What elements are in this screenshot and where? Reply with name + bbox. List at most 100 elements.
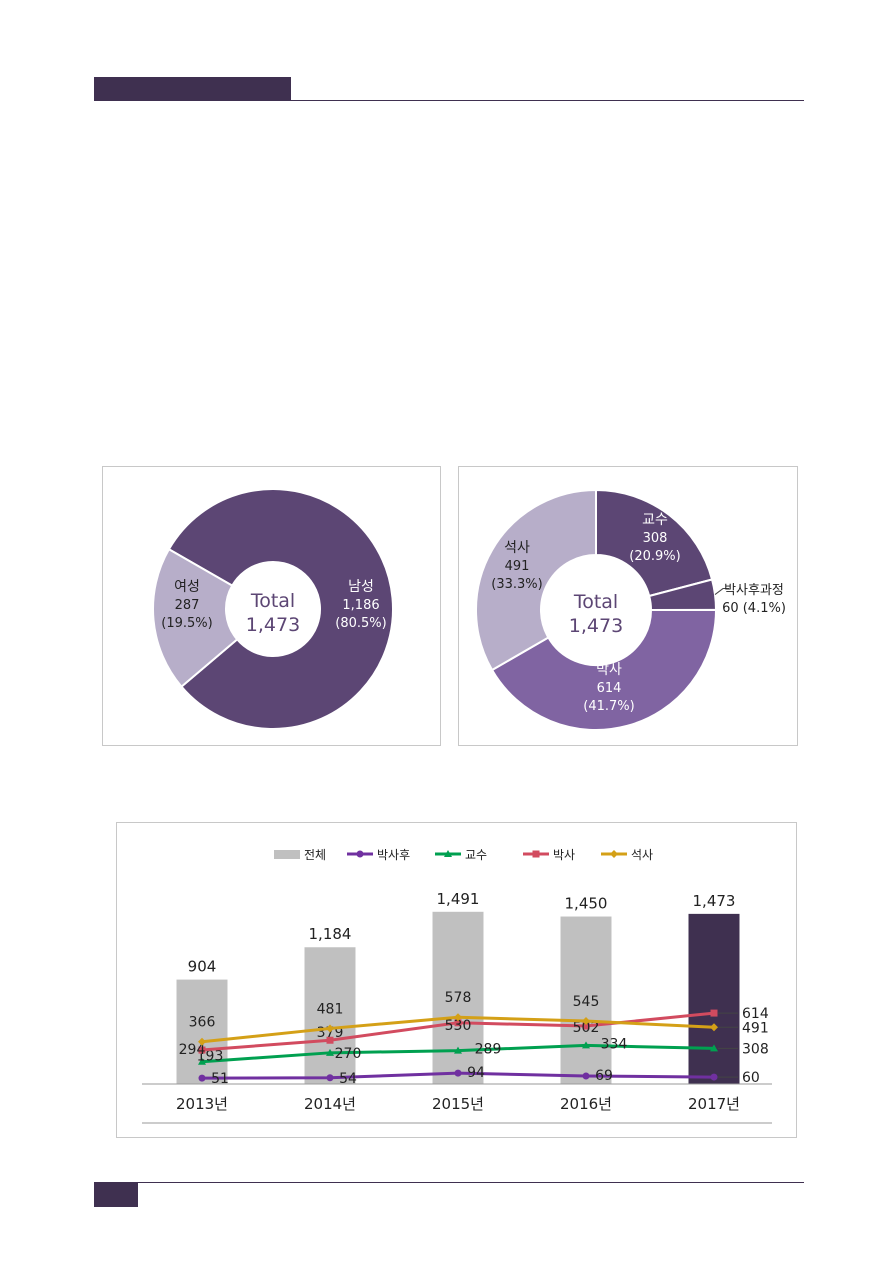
- slice-label-name: 남성: [348, 579, 374, 595]
- slice-label-value: 287: [175, 598, 200, 613]
- data-label: 578: [445, 990, 472, 1006]
- data-label: 308: [742, 1041, 769, 1057]
- footer-rule: [94, 1182, 804, 1183]
- x-tick-label: 2014년: [304, 1095, 356, 1113]
- slice-label-name: 박사: [596, 662, 622, 678]
- series-point: [710, 1023, 718, 1032]
- x-tick-label: 2013년: [176, 1095, 228, 1113]
- legend-marker: [532, 850, 540, 858]
- slice-label-value: 1,186: [342, 598, 379, 613]
- series-point: [198, 1057, 206, 1065]
- slice-label-name: 석사: [504, 540, 530, 556]
- data-label: 366: [189, 1015, 216, 1031]
- series-point: [710, 1009, 718, 1017]
- slice-label-name: 여성: [174, 579, 200, 595]
- position-donut-panel: Total 1,473 교수 308 (20.9%) 박사후과정 60 (4.1%) 박사 61…: [458, 466, 798, 746]
- slice-label-value: 60 (4.1%): [722, 601, 786, 616]
- slice-label-value: 491: [505, 559, 530, 574]
- donut-center-label: Total: [573, 591, 618, 613]
- bar-value-label: 1,184: [309, 925, 352, 943]
- series-point: [198, 1046, 206, 1054]
- x-tick-label: 2016년: [560, 1095, 612, 1113]
- yearly-combo-panel: 전체 박사후 교수 박사 석사 904 1,184 1,491 1,450 1,473 2013년 2…: [116, 822, 797, 1138]
- series-point: [454, 1046, 462, 1054]
- series-point: [582, 1041, 590, 1049]
- x-tick-label: 2017년: [688, 1095, 740, 1113]
- donut-slice: [595, 488, 714, 598]
- legend-marker: [610, 850, 618, 858]
- donut-slice: [490, 608, 718, 731]
- header-rule: [94, 100, 804, 101]
- header-bar: [94, 77, 291, 100]
- data-label: 270: [335, 1046, 362, 1062]
- data-label: 545: [573, 994, 600, 1010]
- donut-center-value: 1,473: [246, 614, 300, 636]
- legend-marker: [356, 850, 364, 858]
- bar-value-label: 1,473: [693, 892, 736, 910]
- series-point: [326, 1048, 334, 1056]
- bar: [688, 913, 740, 1084]
- slice-label-value: 308: [643, 531, 668, 546]
- yearly-combo-chart: 전체 박사후 교수 박사 석사 904 1,184 1,491 1,450 1,473 2013년 2…: [142, 848, 772, 1124]
- donut-slice: [167, 488, 394, 730]
- series-point: [326, 1074, 334, 1082]
- data-label: 69: [595, 1068, 613, 1084]
- data-label: 60: [742, 1070, 760, 1086]
- data-label: 502: [573, 1020, 600, 1036]
- data-label: 94: [467, 1065, 485, 1081]
- series-point: [454, 1013, 462, 1022]
- legend-label: 전체: [304, 848, 326, 862]
- series-point: [326, 1024, 334, 1033]
- data-label: 614: [742, 1006, 769, 1022]
- data-label: 54: [339, 1071, 357, 1087]
- slice-label-value: 614: [597, 681, 622, 696]
- slice-label-percent: (19.5%): [161, 616, 212, 631]
- slice-label-percent: (33.3%): [491, 577, 542, 592]
- donut-slice: [475, 488, 597, 672]
- slice-label-name: 교수: [642, 512, 668, 528]
- donut-center-value: 1,473: [569, 615, 623, 637]
- data-label: 334: [601, 1036, 628, 1052]
- series-point: [326, 1036, 334, 1044]
- bar-value-label: 904: [188, 958, 217, 976]
- legend-swatch: [274, 850, 300, 859]
- series-point: [198, 1037, 206, 1046]
- legend-label: 교수: [465, 848, 487, 862]
- bar-value-label: 1,450: [565, 895, 608, 913]
- slice-label-percent: (41.7%): [583, 699, 634, 714]
- series-point: [582, 1022, 590, 1030]
- legend-marker: [444, 850, 452, 857]
- series-point: [710, 1073, 718, 1081]
- bar: [432, 911, 484, 1084]
- data-label: 294: [179, 1042, 206, 1058]
- series-point: [582, 1072, 590, 1080]
- series-point: [710, 1044, 718, 1052]
- legend-label: 석사: [631, 848, 653, 862]
- donut-center-label: Total: [250, 590, 295, 612]
- footer-bar: [94, 1183, 138, 1207]
- bar-value-label: 1,491: [437, 890, 480, 908]
- data-label: 51: [211, 1071, 229, 1087]
- slice-label-percent: (20.9%): [629, 549, 680, 564]
- donut-slice: [152, 547, 239, 689]
- data-label: 289: [475, 1042, 502, 1058]
- gender-donut-panel: Total 1,473 남성 1,186 (80.5%) 여성 287 (19.5%): [102, 466, 441, 746]
- data-label: 491: [742, 1020, 769, 1036]
- series-point: [198, 1074, 206, 1082]
- bar: [176, 979, 228, 1084]
- legend-label: 박사: [553, 848, 575, 862]
- bar: [560, 916, 612, 1084]
- data-label: 481: [317, 1001, 344, 1017]
- bar: [304, 947, 356, 1084]
- slice-label-percent: (80.5%): [335, 616, 386, 631]
- leader-line: [714, 588, 730, 595]
- series-point: [454, 1019, 462, 1027]
- series-point: [582, 1017, 590, 1026]
- legend-label: 박사후: [377, 848, 410, 862]
- series-point: [454, 1069, 462, 1077]
- data-label: 530: [445, 1018, 472, 1034]
- x-tick-label: 2015년: [432, 1095, 484, 1113]
- slice-label-name: 박사후과정: [724, 583, 784, 598]
